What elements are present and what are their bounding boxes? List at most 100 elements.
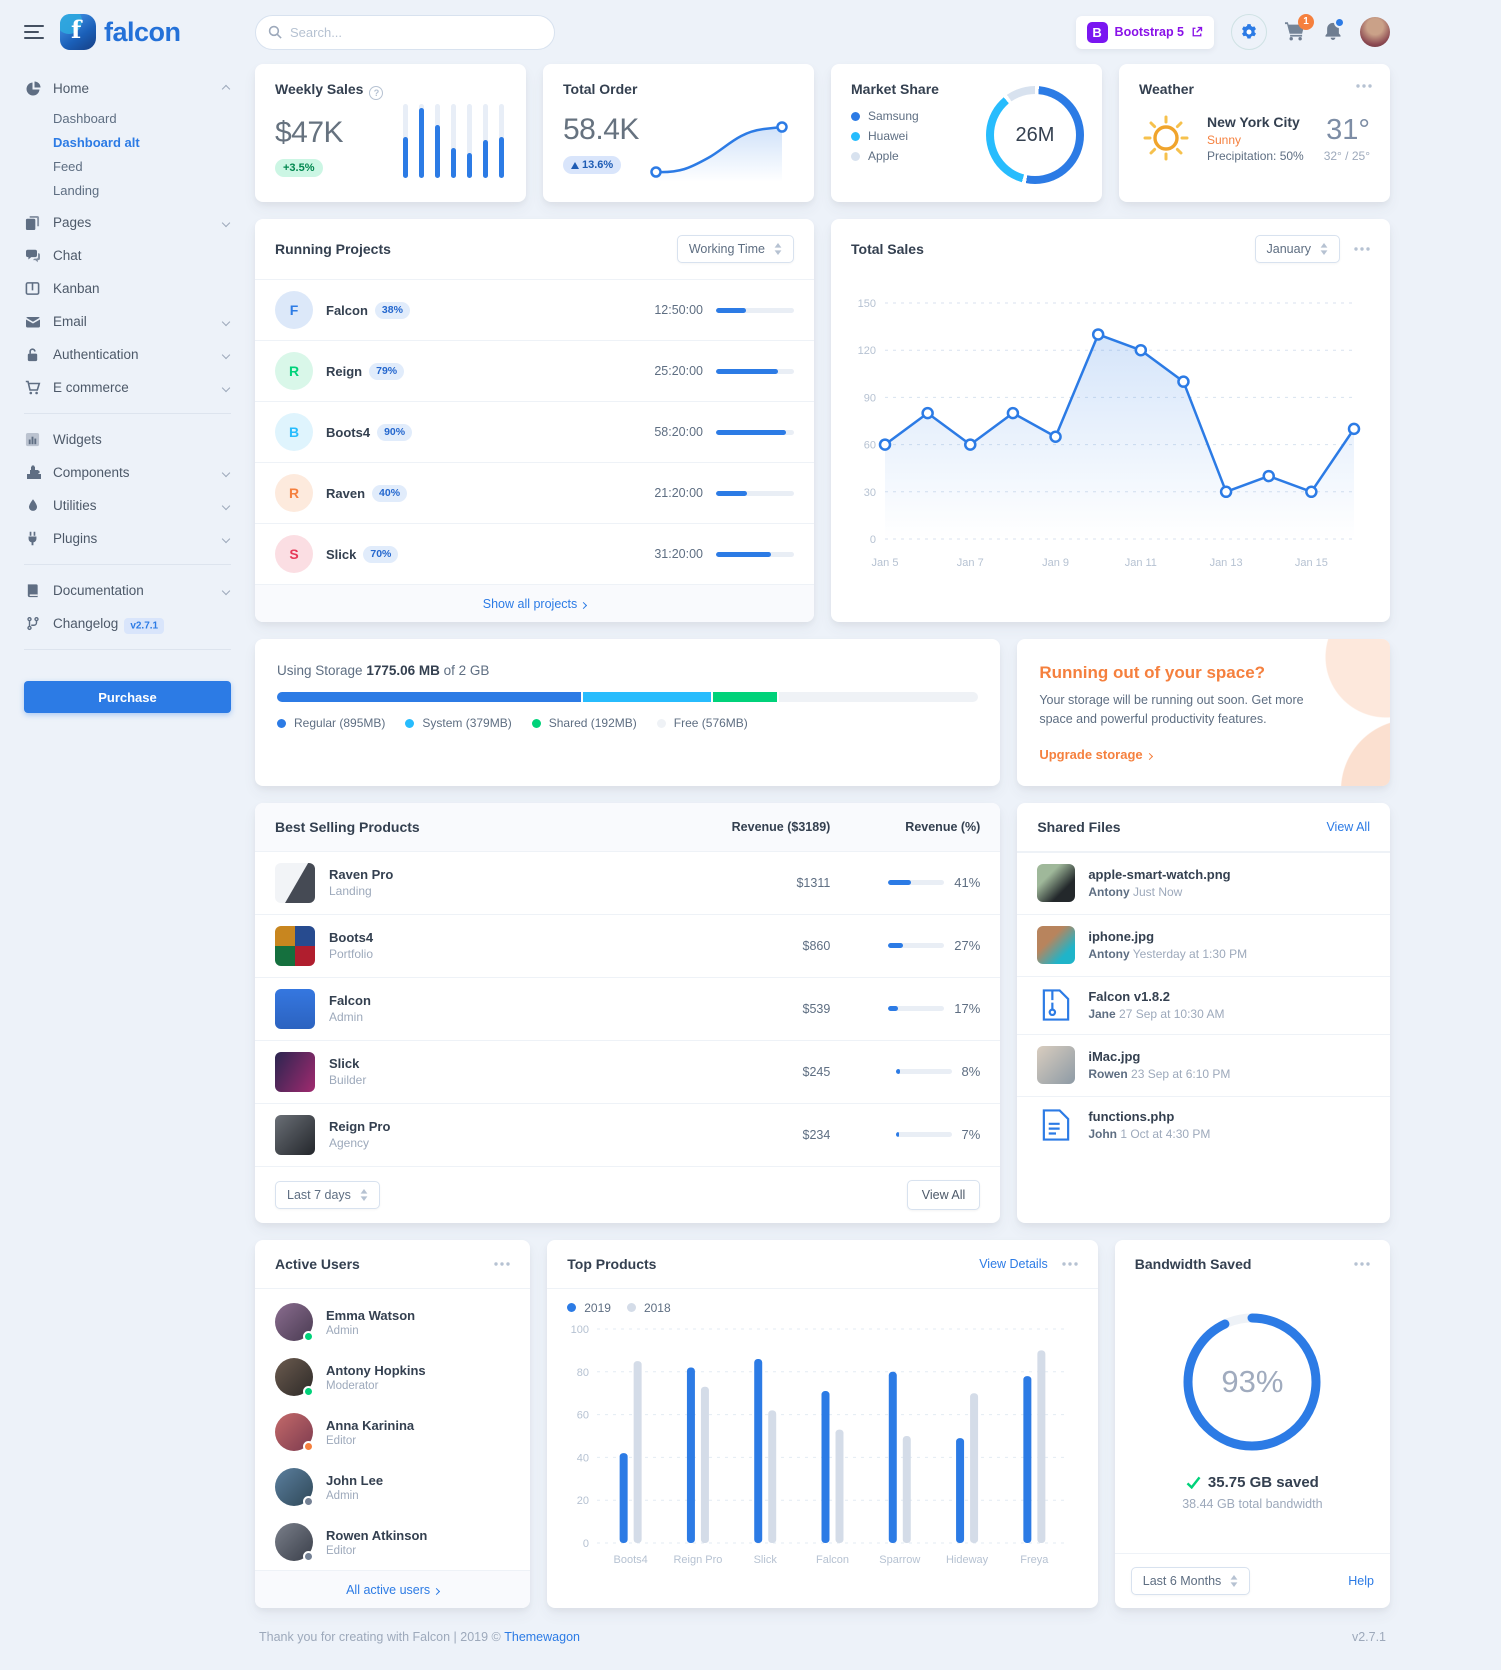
decorative-shapes [1249,639,1390,786]
hamburger-menu-icon[interactable] [24,24,44,40]
month-select[interactable]: January [1254,235,1340,263]
view-all-link[interactable]: View All [1326,819,1370,834]
ellipsis-menu-icon[interactable] [1062,1261,1078,1266]
product-name[interactable]: Slick [329,1056,360,1071]
cart-icon [24,379,41,396]
status-dot [303,1441,314,1452]
svg-text:Jan 9: Jan 9 [1042,557,1069,569]
lock-icon [24,346,41,363]
project-name[interactable]: Falcon [326,302,368,318]
sidebar-item-documentation[interactable]: Documentation [24,574,231,607]
legend-item: System (379MB) [405,716,512,730]
search-icon [268,25,282,42]
project-name[interactable]: Raven [326,485,366,501]
sidebar-item-chat[interactable]: Chat [24,239,231,272]
product-thumbnail [275,988,315,1029]
brand-name: falcon [104,16,181,47]
sidebar-item-dashboard[interactable]: Dashboard [53,110,117,126]
project-name[interactable]: Slick [326,546,357,562]
sidebar-item-home[interactable]: Home [24,72,231,105]
file-name[interactable]: Falcon v1.8.2 [1088,989,1170,1004]
help-link[interactable]: Help [1348,1573,1374,1588]
file-meta: Jane 27 Sep at 10:30 AM [1088,1007,1225,1021]
sidebar-item-authentication[interactable]: Authentication [24,338,231,371]
card-title: Weather [1139,81,1194,97]
bootstrap-badge[interactable]: B Bootstrap 5 [1075,15,1214,49]
project-name[interactable]: Reign [326,363,363,379]
show-all-projects-link[interactable]: Show all projects [483,597,588,611]
legend-dot [277,718,286,728]
weather-body: New York City Sunny Precipitation: 50% 3… [1139,111,1370,165]
sidebar-item-kanban[interactable]: Kanban [24,272,231,305]
sidebar-item-widgets[interactable]: Widgets [24,423,231,456]
shared-files-card: Shared Files View All apple-smart-watch.… [1017,802,1390,1223]
svg-text:Jan 15: Jan 15 [1295,557,1328,569]
file-name[interactable]: iphone.jpg [1088,929,1155,944]
user-name[interactable]: Anna Karinina [326,1417,415,1433]
weather-info: New York City Sunny Precipitation: 50% [1207,114,1310,163]
sidebar-item-pages[interactable]: Pages [24,206,231,239]
ellipsis-menu-icon[interactable] [1356,84,1372,88]
sidebar-item-utilities[interactable]: Utilities [24,489,231,522]
sidebar-item-plugins[interactable]: Plugins [24,522,231,555]
product-name[interactable]: Reign Pro [329,1119,391,1134]
product-pct: 27% [954,938,981,953]
working-time-select[interactable]: Working Time [676,235,794,263]
sidebar-item-email[interactable]: Email [24,305,231,338]
user-name[interactable]: Emma Watson [326,1307,416,1323]
search-input[interactable] [255,14,555,50]
notifications-bell-icon[interactable] [1323,16,1345,44]
product-name[interactable]: Boots4 [329,930,374,945]
upgrade-storage-link[interactable]: Upgrade storage [1039,747,1153,762]
product-thumbnail [275,1114,315,1155]
legend-item: Free (576MB) [656,716,748,730]
sidebar-item-label: Changelog v2.7.1 [53,616,231,634]
ellipsis-menu-icon[interactable] [1354,1261,1370,1266]
brand-logo[interactable]: falcon [60,14,181,50]
sidebar-item-changelog[interactable]: Changelog v2.7.1 [24,607,231,640]
stats-row: Weekly Sales? $47K +3.5% Total Order 58.… [255,64,1390,202]
file-name[interactable]: functions.php [1088,1109,1175,1124]
user-name[interactable]: John Lee [326,1472,384,1488]
view-all-button[interactable]: View All [906,1179,981,1210]
themewagon-link[interactable]: Themewagon [504,1629,580,1644]
user-name[interactable]: Antony Hopkins [326,1362,426,1378]
file-name[interactable]: apple-smart-watch.png [1088,867,1231,882]
user-avatar[interactable] [1360,17,1390,47]
total-sales-card: Total Sales January 0 30 60 90 120 150 Jan 5 Ja… [831,219,1390,622]
purchase-button[interactable]: Purchase [24,681,231,713]
product-revenue: $245 [802,1064,831,1079]
help-icon[interactable]: ? [369,86,384,100]
sidebar-item-components[interactable]: Components [24,456,231,489]
product-type: Landing [329,884,372,898]
file-archive-icon [1037,988,1075,1022]
user-name[interactable]: Rowen Atkinson [326,1527,428,1543]
product-name[interactable]: Falcon [329,993,371,1008]
legend-item: Shared (192MB) [531,716,637,730]
user-role: Admin [326,1489,359,1502]
all-active-users-link[interactable]: All active users [346,1583,441,1597]
user-role: Editor [326,1434,357,1447]
view-details-link[interactable]: View Details [979,1256,1048,1271]
ellipsis-menu-icon[interactable] [1354,247,1370,251]
months-select[interactable]: Last 6 Months [1130,1566,1251,1595]
file-name[interactable]: iMac.jpg [1088,1049,1141,1064]
product-name[interactable]: Raven Pro [329,867,394,882]
row-users-products-bandwidth: Active Users Emma Watson Admin Antony Hop… [255,1239,1390,1608]
project-name[interactable]: Boots4 [326,424,371,440]
date-range-select[interactable]: Last 7 days [275,1180,380,1209]
settings-gear-icon[interactable] [1231,14,1267,50]
cart-icon[interactable]: 1 [1284,13,1314,44]
sidebar-top: falcon [24,0,231,64]
sidebar-item-dashboard-alt[interactable]: Dashboard alt [53,134,140,150]
puzzle-icon [24,464,41,481]
svg-text:60: 60 [577,1409,589,1421]
sidebar-item-ecommerce[interactable]: E commerce [24,371,231,404]
svg-text:80: 80 [577,1366,589,1378]
weather-precipitation: Precipitation: 50% [1207,148,1304,163]
sidebar-item-feed[interactable]: Feed [53,158,83,174]
sidebar-item-landing[interactable]: Landing [53,182,100,198]
project-avatar: R [275,352,313,390]
ellipsis-menu-icon[interactable] [494,1261,510,1266]
file-thumbnail [1037,864,1076,902]
